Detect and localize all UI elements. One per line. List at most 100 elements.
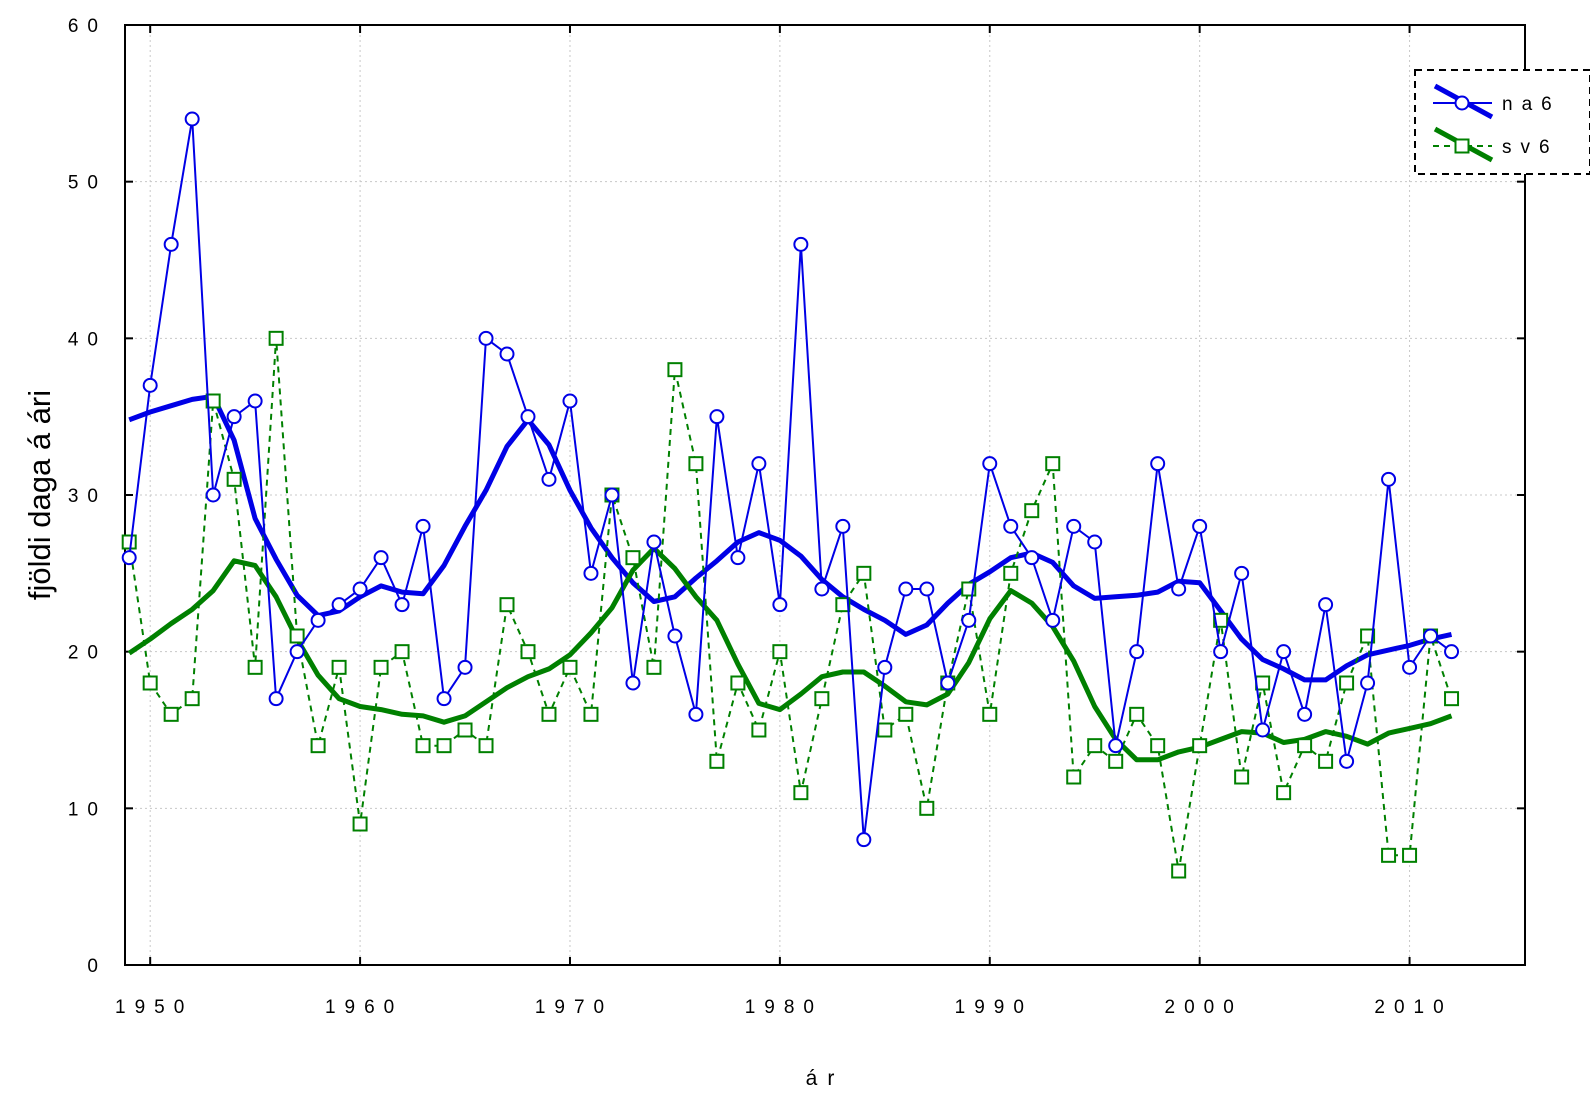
point-na6 [499,346,515,362]
point-sv6 [856,565,872,581]
point-sv6 [772,644,788,660]
point-na6 [856,832,872,848]
point-sv6 [646,659,662,675]
point-sv6 [415,738,431,754]
y-tick-label: 20 [68,643,107,664]
point-na6 [793,236,809,252]
point-na6 [1024,550,1040,566]
point-na6 [541,471,557,487]
point-sv6 [667,362,683,378]
legend-marker-sv6 [1454,138,1470,154]
point-na6 [289,644,305,660]
point-na6 [982,456,998,472]
y-tick-label: 50 [68,173,107,194]
point-na6 [604,487,620,503]
point-na6 [1192,518,1208,534]
point-na6 [835,518,851,534]
legend-item-na6: na6 [1433,83,1552,120]
point-sv6 [1087,738,1103,754]
point-na6 [247,393,263,409]
series-line-na6 [128,118,1453,840]
point-sv6 [1339,675,1355,691]
x-axis-label: ár [806,1067,845,1090]
point-sv6 [814,691,830,707]
point-sv6 [268,330,284,346]
point-sv6 [499,597,515,613]
point-sv6 [331,659,347,675]
point-na6 [142,377,158,393]
point-na6 [331,597,347,613]
point-sv6 [226,471,242,487]
point-sv6 [373,659,389,675]
legend-box [1414,69,1590,175]
point-na6 [772,597,788,613]
point-sv6 [982,706,998,722]
series-layer [121,111,1460,879]
point-sv6 [1024,503,1040,519]
point-sv6 [919,800,935,816]
point-na6 [415,518,431,534]
point-sv6 [1066,769,1082,785]
point-na6 [961,612,977,628]
smooth-line-na6 [128,393,1453,683]
point-na6 [625,675,641,691]
point-na6 [1255,722,1271,738]
point-na6 [310,612,326,628]
point-sv6 [478,738,494,754]
point-na6 [520,409,536,425]
point-na6 [226,409,242,425]
point-sv6 [730,675,746,691]
x-tick-label: 2000 [1165,997,1243,1018]
point-na6 [730,550,746,566]
point-na6 [1297,706,1313,722]
point-na6 [436,691,452,707]
y-tick-label: 30 [68,486,107,507]
point-sv6 [877,722,893,738]
point-sv6 [1234,769,1250,785]
point-na6 [562,393,578,409]
point-sv6 [562,659,578,675]
y-tick-label: 10 [68,799,107,820]
point-sv6 [1213,612,1229,628]
point-na6 [583,565,599,581]
legend-label-sv6: sv6 [1502,137,1559,158]
point-sv6 [793,785,809,801]
point-na6 [1318,597,1334,613]
point-na6 [1171,581,1187,597]
point-sv6 [247,659,263,675]
point-sv6 [520,644,536,660]
x-tick-label: 1950 [115,997,193,1018]
point-na6 [898,581,914,597]
x-tick-label: 1970 [535,997,613,1018]
legend: na6 sv6 [1414,69,1590,175]
point-na6 [1045,612,1061,628]
series-line-sv6 [128,338,1453,872]
point-na6 [814,581,830,597]
y-tick-label: 40 [68,329,107,350]
point-na6 [1066,518,1082,534]
point-na6 [1444,644,1460,660]
point-na6 [1402,659,1418,675]
point-sv6 [898,706,914,722]
point-na6 [1150,456,1166,472]
legend-item-sv6: sv6 [1433,126,1559,163]
point-na6 [205,487,221,503]
x-tick-label: 1990 [955,997,1033,1018]
point-sv6 [1129,706,1145,722]
smooth-line-sv6 [127,545,1453,763]
y-tick-label: 0 [87,956,107,977]
point-na6 [1213,644,1229,660]
y-axis-label: fjöldi daga á ári [22,390,57,600]
point-sv6 [1255,675,1271,691]
point-na6 [1276,644,1292,660]
point-na6 [709,409,725,425]
point-sv6 [751,722,767,738]
point-sv6 [1381,847,1397,863]
point-sv6 [394,644,410,660]
point-sv6 [1150,738,1166,754]
point-sv6 [436,738,452,754]
point-na6 [940,675,956,691]
point-sv6 [541,706,557,722]
point-sv6 [1192,738,1208,754]
